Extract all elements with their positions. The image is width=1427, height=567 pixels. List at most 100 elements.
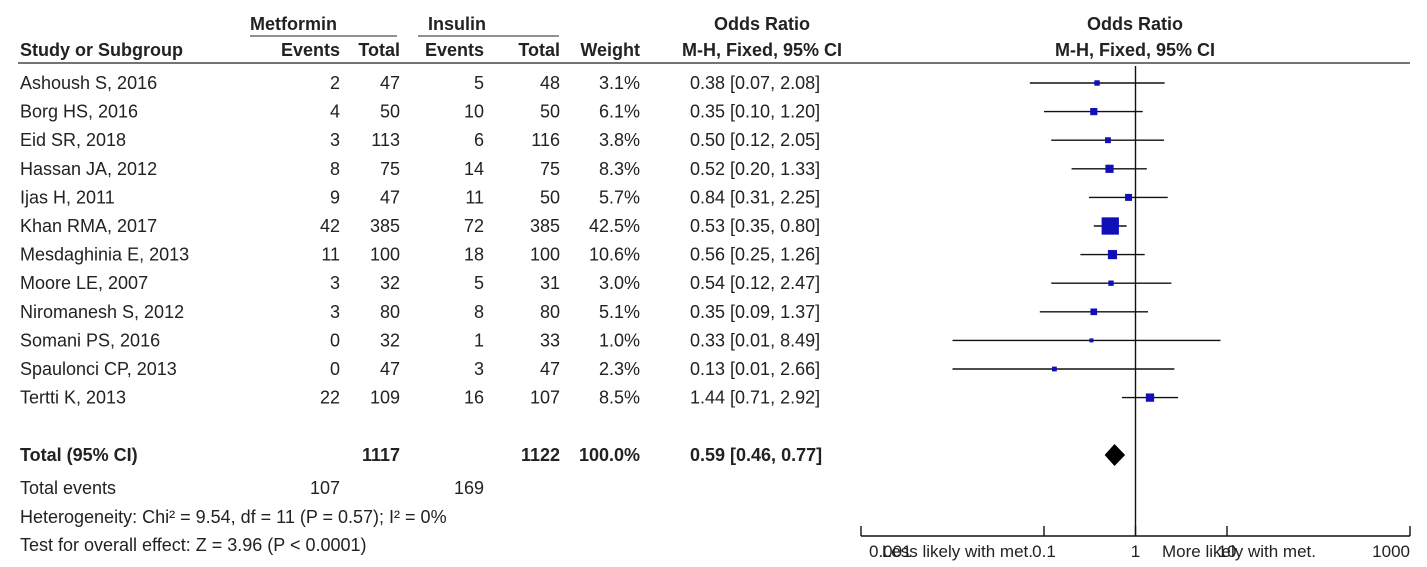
study-marker — [1145, 393, 1155, 402]
study-n2: 47 — [540, 359, 560, 379]
study-weight: 5.7% — [599, 187, 640, 207]
study-marker — [1108, 280, 1114, 286]
x-tick-label: 0.001 — [869, 542, 912, 561]
study-e1: 42 — [320, 216, 340, 236]
study-n1: 80 — [380, 302, 400, 322]
study-name: Ijas H, 2011 — [20, 187, 115, 207]
plot-method: M-H, Fixed, 95% CI — [1055, 40, 1215, 60]
study-n1: 32 — [380, 330, 400, 350]
col-events-2: Events — [425, 40, 484, 60]
heterogeneity-text: Heterogeneity: Chi² = 9.54, df = 11 (P =… — [20, 507, 447, 527]
study-marker — [1094, 80, 1100, 86]
study-n1: 47 — [380, 73, 400, 93]
study-n1: 47 — [380, 359, 400, 379]
study-e2: 5 — [474, 273, 484, 293]
study-n1: 32 — [380, 273, 400, 293]
study-n2: 100 — [530, 245, 560, 265]
study-name: Somani PS, 2016 — [20, 330, 160, 350]
study-name: Spaulonci CP, 2013 — [20, 359, 177, 379]
study-e2: 8 — [474, 302, 484, 322]
study-marker — [1101, 217, 1119, 235]
study-n2: 50 — [540, 102, 560, 122]
total-weight: 100.0% — [579, 445, 640, 465]
study-n2: 385 — [530, 216, 560, 236]
study-name: Borg HS, 2016 — [20, 102, 138, 122]
study-n1: 50 — [380, 102, 400, 122]
study-e2: 6 — [474, 130, 484, 150]
total-events-2: 169 — [454, 478, 484, 498]
study-n1: 109 — [370, 388, 400, 408]
group1-header: Metformin — [250, 14, 337, 34]
study-weight: 10.6% — [589, 245, 640, 265]
col-events-1: Events — [281, 40, 340, 60]
study-e2: 1 — [474, 330, 484, 350]
study-e2: 18 — [464, 245, 484, 265]
study-e2: 10 — [464, 102, 484, 122]
study-n1: 385 — [370, 216, 400, 236]
col-total-2: Total — [518, 40, 560, 60]
study-name: Hassan JA, 2012 — [20, 159, 157, 179]
study-n2: 48 — [540, 73, 560, 93]
pooled-diamond — [1104, 444, 1126, 466]
study-n2: 116 — [531, 130, 560, 150]
study-ci-text: 1.44 [0.71, 2.92] — [690, 388, 820, 408]
study-marker — [1090, 308, 1098, 316]
total-n2: 1122 — [521, 445, 560, 465]
study-weight: 8.5% — [599, 388, 640, 408]
study-e1: 3 — [330, 273, 340, 293]
study-e2: 3 — [474, 359, 484, 379]
study-name: Niromanesh S, 2012 — [20, 302, 184, 322]
study-e2: 72 — [464, 216, 484, 236]
x-tick-label: 0.1 — [1032, 542, 1056, 561]
study-weight: 2.3% — [599, 359, 640, 379]
study-weight: 3.1% — [599, 73, 640, 93]
study-e1: 8 — [330, 159, 340, 179]
study-ci-text: 0.53 [0.35, 0.80] — [690, 216, 820, 236]
study-ci-text: 0.35 [0.10, 1.20] — [690, 102, 820, 122]
study-weight: 5.1% — [599, 302, 640, 322]
study-rows: Ashoush S, 2016 2 47 5 48 3.1% 0.38 [0.07, 2.0… — [20, 73, 820, 408]
study-e1: 11 — [321, 245, 340, 265]
study-e1: 2 — [330, 73, 340, 93]
study-n2: 75 — [540, 159, 560, 179]
study-ci-text: 0.84 [0.31, 2.25] — [690, 187, 820, 207]
total-events-label: Total events — [20, 478, 116, 498]
study-marker — [1052, 366, 1057, 372]
study-marker — [1107, 250, 1118, 260]
x-tick-label: 1000 — [1372, 542, 1410, 561]
study-n2: 33 — [540, 330, 560, 350]
col-or-method: M-H, Fixed, 95% CI — [682, 40, 842, 60]
study-e1: 22 — [320, 388, 340, 408]
plot-title: Odds Ratio — [1087, 14, 1183, 34]
study-n1: 100 — [370, 245, 400, 265]
study-n1: 113 — [371, 130, 400, 150]
study-weight: 6.1% — [599, 102, 640, 122]
study-n2: 80 — [540, 302, 560, 322]
study-n2: 50 — [540, 187, 560, 207]
study-marker — [1105, 137, 1111, 144]
total-ci-text: 0.59 [0.46, 0.77] — [690, 445, 822, 465]
study-marker — [1105, 164, 1114, 173]
study-e2: 14 — [464, 159, 484, 179]
study-ci-text: 0.52 [0.20, 1.33] — [690, 159, 820, 179]
study-n1: 47 — [380, 187, 400, 207]
study-ci-text: 0.35 [0.09, 1.37] — [690, 302, 820, 322]
x-tick-label: 10 — [1218, 542, 1237, 561]
x-tick-label: 1 — [1131, 542, 1140, 561]
overall-effect-text: Test for overall effect: Z = 3.96 (P < 0… — [20, 535, 367, 555]
study-marker — [1125, 193, 1133, 201]
col-total-1: Total — [358, 40, 400, 60]
total-events-1: 107 — [310, 478, 340, 498]
col-weight: Weight — [580, 40, 640, 60]
study-name: Moore LE, 2007 — [20, 273, 148, 293]
study-ci-text: 0.54 [0.12, 2.47] — [690, 273, 820, 293]
study-name: Ashoush S, 2016 — [20, 73, 157, 93]
group2-header: Insulin — [428, 14, 486, 34]
study-weight: 1.0% — [599, 330, 640, 350]
study-weight: 42.5% — [589, 216, 640, 236]
study-e2: 11 — [465, 187, 484, 207]
study-name: Khan RMA, 2017 — [20, 216, 157, 236]
study-ci-text: 0.13 [0.01, 2.66] — [690, 359, 820, 379]
study-n1: 75 — [380, 159, 400, 179]
